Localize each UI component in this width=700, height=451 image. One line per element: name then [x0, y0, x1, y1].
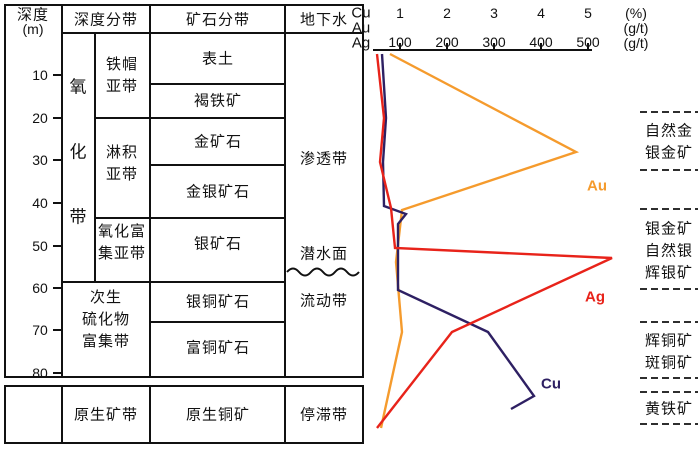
subzone-iron-cap-line2: 亚带: [105, 78, 139, 95]
ore-row-limonite: 褐铁矿: [193, 92, 243, 110]
cu-curve-label: Cu: [541, 375, 561, 393]
depth-col-header: 深度: [16, 6, 50, 24]
au-curve-label: Au: [587, 177, 607, 195]
cu-axis-tick-5: 5: [584, 5, 592, 21]
water-flow-zone: 流动带: [299, 292, 349, 310]
oxidation-zone-char-3: 带: [69, 207, 87, 227]
mineral-label-electrum-2: 银金矿: [644, 220, 694, 238]
ag-axis-tick-300: 300: [482, 34, 506, 50]
subzone-iron-cap: 铁帽 亚带: [106, 54, 138, 98]
axis-element-ag: Ag: [351, 34, 371, 52]
cu-axis-tick-3: 3: [490, 5, 498, 21]
au-curve: [379, 52, 580, 429]
cu-axis-tick-1: 1: [396, 5, 404, 21]
depth-tick-30: 30: [32, 152, 48, 168]
axis-element-cu: Cu: [351, 4, 371, 22]
ore-row-gold-silver-ore: 金银矿石: [185, 183, 251, 201]
ore-row-rich-copper-ore: 富铜矿石: [185, 339, 251, 357]
oxidation-zone-char-2: 化: [69, 142, 87, 162]
zone-primary: 原生矿带: [73, 406, 139, 424]
depth-tick-marks: [53, 74, 62, 374]
mineral-label-electrum-1: 银金矿: [644, 144, 694, 162]
water-table-wave-line: [286, 267, 360, 277]
ag-axis-unit: (g/t): [623, 35, 649, 51]
table-grid: [4, 4, 364, 444]
oxidation-zone-char-1: 氧: [69, 77, 87, 97]
zone-col-header: 深度分带: [73, 11, 139, 29]
depth-tick-80: 80: [32, 365, 48, 381]
water-infiltration-zone: 渗透带: [299, 150, 349, 168]
subzone-oxidized-enrichment: 氧化富 集亚带: [98, 221, 146, 265]
mineral-label-native-gold: 自然金: [644, 122, 694, 140]
ag-axis-tick-500: 500: [576, 34, 600, 50]
depth-tick-60: 60: [32, 280, 48, 296]
water-table-label: 潜水面: [299, 245, 349, 263]
au-axis-unit: (g/t): [623, 20, 649, 36]
ag-axis-tick-400: 400: [529, 34, 553, 50]
mineral-label-bornite: 斑铜矿: [644, 354, 694, 372]
water-col-header: 地下水: [299, 11, 349, 29]
water-stagnant-zone: 停滞带: [299, 406, 349, 424]
ag-curve-label: Ag: [585, 288, 605, 306]
mineral-label-chalcocite: 辉铜矿: [644, 332, 694, 350]
ag-axis-tick-100: 100: [388, 34, 412, 50]
zone-secondary-sulfide-line1: 次生: [89, 289, 123, 306]
ore-col-header: 矿石分带: [185, 11, 251, 29]
ore-row-topsoil: 表土: [201, 50, 235, 68]
cu-curve: [380, 53, 536, 411]
depth-tick-20: 20: [32, 110, 48, 126]
subzone-leaching: 淋积 亚带: [106, 142, 138, 186]
ore-row-primary-copper-ore: 原生铜矿: [185, 406, 251, 424]
depth-tick-10: 10: [32, 67, 48, 83]
ore-row-silver-ore: 银矿石: [193, 235, 243, 253]
ore-row-silver-copper-ore: 银铜矿石: [185, 293, 251, 311]
ag-curve: [375, 53, 613, 429]
zone-secondary-sulfide-line3: 富集带: [81, 333, 131, 350]
mineral-zone-dashes: [640, 111, 698, 425]
depth-tick-50: 50: [32, 238, 48, 254]
ore-row-gold-ore: 金矿石: [193, 133, 243, 151]
subzone-leaching-line2: 亚带: [105, 166, 139, 183]
cu-axis-tick-2: 2: [443, 5, 451, 21]
cu-axis-tick-4: 4: [537, 5, 545, 21]
depth-tick-40: 40: [32, 195, 48, 211]
mineral-label-pyrite: 黄铁矿: [644, 400, 694, 418]
subzone-iron-cap-line1: 铁帽: [105, 56, 139, 73]
mineral-label-argentite: 辉银矿: [644, 264, 694, 282]
chart-axis: [373, 43, 592, 51]
axis-element-au: Au: [351, 19, 371, 37]
mineral-label-native-silver: 自然银: [644, 242, 694, 260]
cu-axis-unit: (%): [625, 5, 647, 21]
subzone-leaching-line1: 淋积: [105, 144, 139, 161]
zone-secondary-sulfide-line2: 硫化物: [81, 311, 131, 328]
depth-col-unit: (m): [22, 21, 44, 37]
ag-axis-tick-200: 200: [435, 34, 459, 50]
subzone-oxidized-enrichment-line2: 集亚带: [97, 245, 147, 262]
subzone-oxidized-enrichment-line1: 氧化富: [97, 223, 147, 240]
depth-tick-70: 70: [32, 322, 48, 338]
zone-secondary-sulfide: 次生 硫化物 富集带: [82, 287, 130, 353]
